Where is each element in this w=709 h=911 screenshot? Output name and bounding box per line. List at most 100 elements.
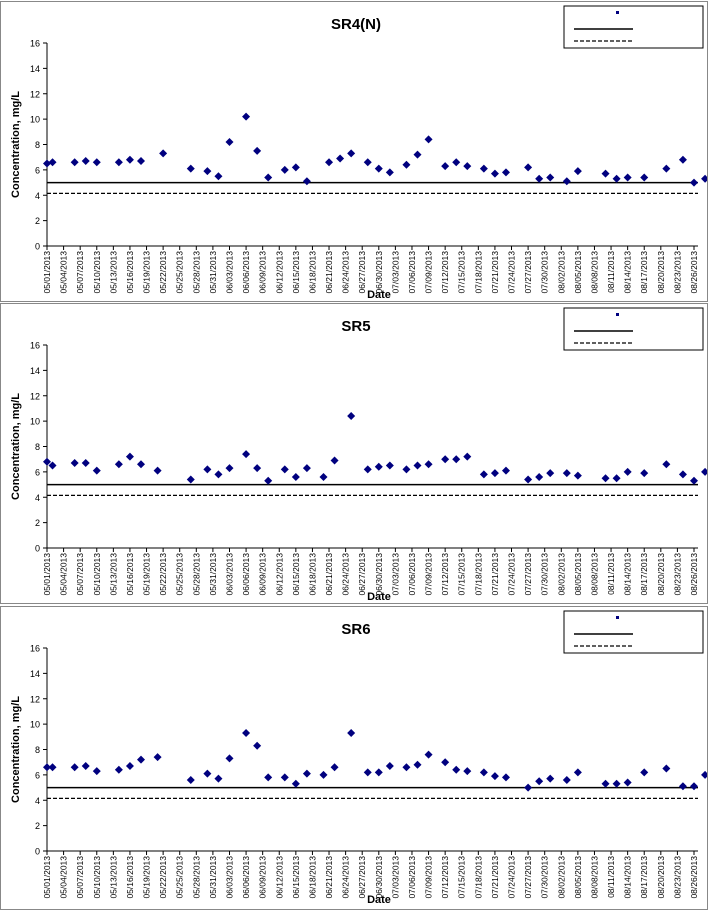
data-point	[253, 146, 262, 155]
data-point	[214, 470, 223, 479]
data-point	[546, 469, 555, 478]
data-point	[137, 156, 146, 165]
y-tick-label: 10	[30, 115, 40, 125]
data-point	[640, 768, 649, 777]
data-point	[374, 768, 383, 777]
chart-title: SR6	[341, 621, 370, 638]
y-tick-label: 14	[30, 366, 40, 376]
y-tick-label: 6	[35, 770, 40, 780]
y-tick-label: 12	[30, 391, 40, 401]
x-tick-label: 07/09/2013	[424, 553, 434, 596]
data-point	[302, 769, 311, 778]
legend	[563, 610, 704, 654]
data-point	[203, 465, 212, 474]
chart-svg: SR5 0 2 4 6 8 10 12 14 16 Concentration, mg/L 05/01…	[10, 307, 707, 603]
data-point	[701, 174, 707, 183]
data-point	[535, 472, 544, 481]
x-tick-label: 06/03/2013	[224, 251, 234, 294]
data-point	[562, 469, 571, 478]
y-axis-title: Concentration, mg/L	[10, 696, 22, 803]
data-point	[330, 456, 339, 465]
x-tick-label: 06/15/2013	[291, 553, 301, 596]
legend	[563, 5, 704, 49]
x-tick-label: 05/31/2013	[208, 553, 218, 596]
data-point	[452, 455, 461, 464]
data-point	[501, 466, 510, 475]
data-point	[701, 467, 707, 476]
x-tick-label: 07/21/2013	[490, 856, 500, 899]
x-tick-label: 08/23/2013	[672, 856, 682, 899]
data-point	[573, 768, 582, 777]
y-tick-label: 0	[35, 847, 40, 857]
x-tick-label: 08/17/2013	[639, 856, 649, 899]
data-point	[490, 169, 499, 178]
y-axis-title: Concentration, mg/L	[10, 393, 22, 500]
x-tick-label: 08/11/2013	[606, 856, 616, 898]
data-point	[291, 779, 300, 788]
x-tick-label: 07/30/2013	[540, 856, 550, 899]
data-point	[501, 168, 510, 177]
data-point	[70, 158, 79, 167]
data-point	[186, 775, 195, 784]
x-tick-label: 07/03/2013	[390, 553, 400, 596]
data-point	[319, 472, 328, 481]
data-point	[479, 164, 488, 173]
x-tick-label: 07/24/2013	[507, 856, 517, 899]
y-tick-label: 8	[35, 745, 40, 755]
x-tick-label: 05/04/2013	[59, 856, 69, 899]
x-tick-label: 07/12/2013	[440, 856, 450, 899]
x-tick-label: 05/01/2013	[42, 251, 52, 294]
data-point	[374, 164, 383, 173]
data-point	[214, 172, 223, 181]
y-tick-label: 4	[35, 796, 40, 806]
x-tick-label: 06/18/2013	[307, 553, 317, 596]
x-tick-label: 07/18/2013	[473, 856, 483, 899]
y-tick-label: 0	[35, 544, 40, 554]
y-tick-label: 10	[30, 417, 40, 427]
data-point	[203, 167, 212, 176]
x-tick-label: 05/25/2013	[175, 856, 185, 899]
data-point	[424, 460, 433, 469]
x-tick-label: 05/31/2013	[208, 856, 218, 899]
x-tick-label: 07/27/2013	[523, 251, 533, 294]
data-point	[463, 767, 472, 776]
x-tick-label: 05/13/2013	[108, 251, 118, 294]
x-tick-label: 05/07/2013	[75, 856, 85, 899]
x-tick-label: 08/14/2013	[623, 553, 633, 596]
data-point	[424, 135, 433, 144]
x-tick-label: 05/28/2013	[191, 856, 201, 899]
x-tick-label: 06/27/2013	[357, 251, 367, 294]
y-tick-label: 8	[35, 140, 40, 150]
data-point	[612, 474, 621, 483]
data-point	[81, 761, 90, 770]
x-tick-label: 08/08/2013	[589, 553, 599, 596]
data-point	[291, 163, 300, 172]
data-point	[441, 455, 450, 464]
x-tick-label: 08/08/2013	[589, 856, 599, 899]
x-tick-label: 08/26/2013	[689, 251, 699, 294]
chart-svg: SR6 0 2 4 6 8 10 12 14 16 Concentration, mg/L 05/01…	[10, 610, 707, 906]
x-tick-label: 06/12/2013	[274, 251, 284, 294]
chart-panel-sr6: SR6 0 2 4 6 8 10 12 14 16 Concentration, mg/L 05/01…	[0, 606, 708, 910]
data-point	[330, 763, 339, 772]
data-point	[363, 465, 372, 474]
x-tick-label: 05/22/2013	[158, 856, 168, 899]
y-tick-label: 6	[35, 467, 40, 477]
data-point	[374, 462, 383, 471]
y-tick-label: 4	[35, 493, 40, 503]
data-point	[402, 160, 411, 169]
x-tick-label: 06/21/2013	[324, 251, 334, 294]
x-tick-label: 05/13/2013	[108, 856, 118, 899]
x-tick-label: 05/10/2013	[92, 251, 102, 294]
x-tick-label: 08/17/2013	[639, 251, 649, 294]
data-point	[535, 777, 544, 786]
data-point	[302, 464, 311, 473]
x-tick-label: 05/16/2013	[125, 553, 135, 596]
x-tick-label: 08/20/2013	[656, 553, 666, 596]
data-point	[479, 470, 488, 479]
x-tick-label: 06/03/2013	[224, 856, 234, 899]
x-tick-label: 06/21/2013	[324, 553, 334, 596]
x-tick-label: 05/13/2013	[108, 553, 118, 596]
x-tick-label: 06/06/2013	[241, 856, 251, 899]
